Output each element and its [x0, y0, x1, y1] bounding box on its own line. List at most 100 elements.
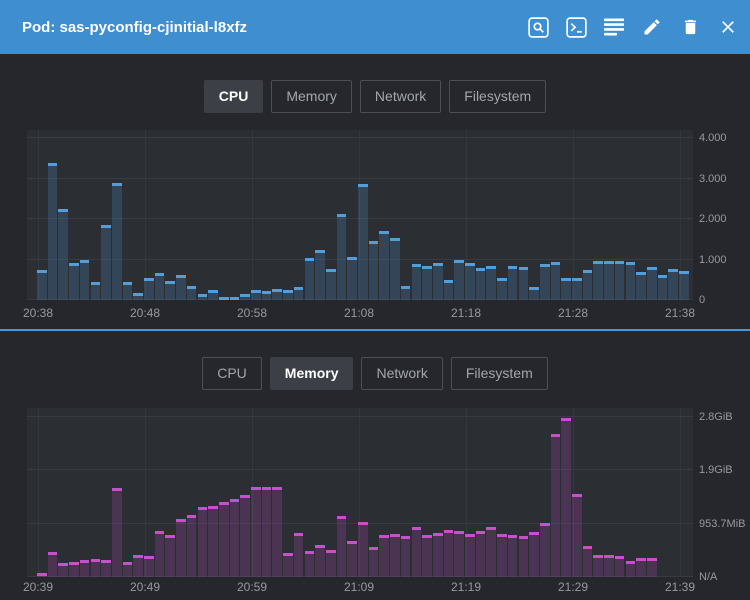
search-button[interactable] [526, 15, 550, 39]
cpu-bar [90, 281, 101, 300]
cpu-bar [144, 277, 154, 300]
cpu-bar [165, 280, 176, 300]
memory-bar [411, 526, 422, 577]
horizontal-gridline [27, 576, 693, 577]
memory-bar [614, 555, 625, 577]
memory-bar [539, 523, 550, 577]
memory-bar [218, 502, 229, 577]
memory-bar [507, 535, 518, 577]
cpu-bar [379, 231, 390, 300]
memory-bar [186, 515, 197, 577]
logs-icon [604, 18, 624, 36]
exec-shell-button[interactable] [564, 15, 588, 39]
vertical-gridline [573, 408, 574, 577]
memory-bar [432, 532, 443, 577]
memory-bar [208, 506, 218, 577]
cpu-bar [47, 162, 58, 300]
vertical-gridline [466, 408, 467, 577]
memory-chart[interactable] [27, 408, 693, 577]
vertical-gridline [359, 130, 360, 300]
memory-bar [165, 535, 176, 577]
x-axis-tick-label: 20:49 [129, 580, 161, 594]
window-header: Pod: sas-pyconfig-cjinitial-l8xfz [0, 0, 750, 54]
cpu-bar [154, 273, 165, 300]
memory-bar [400, 535, 411, 577]
y-axis-tick-label: 1.9GiB [699, 464, 733, 477]
memory-bar [272, 487, 283, 577]
memory-bar [422, 535, 432, 577]
memory-bar [368, 546, 379, 577]
tab-filesystem[interactable]: Filesystem [450, 357, 548, 390]
cpu-bar [539, 263, 550, 300]
x-axis-tick-label: 21:29 [557, 580, 589, 594]
tab-memory[interactable]: Memory [271, 80, 352, 113]
x-axis-tick-label: 20:59 [236, 580, 268, 594]
cpu-bar [668, 268, 678, 300]
memory-bar [69, 561, 79, 577]
cpu-bar [411, 263, 422, 300]
memory-bar [176, 519, 186, 577]
cpu-bar [336, 214, 347, 300]
memory-bar [529, 531, 539, 577]
memory-bar [572, 493, 582, 577]
cpu-bar [443, 279, 454, 300]
close-icon [718, 17, 738, 37]
cpu-bar [593, 260, 604, 300]
vertical-gridline [145, 130, 146, 300]
cpu-bar [176, 275, 186, 300]
header-actions [526, 15, 740, 39]
cpu-bar [251, 290, 261, 300]
memory-bar [550, 434, 561, 577]
memory-bar [58, 563, 69, 577]
x-axis-tick-label: 21:28 [557, 306, 589, 320]
cpu-bar [325, 269, 336, 300]
metric-tabs-memory-panel: CPU Memory Network Filesystem [0, 357, 750, 390]
x-axis-tick-label: 21:39 [664, 580, 696, 594]
tab-network[interactable]: Network [359, 80, 442, 113]
view-logs-button[interactable] [602, 15, 626, 39]
cpu-bar [625, 261, 636, 300]
vertical-gridline [359, 408, 360, 577]
memory-chart-y-axis: N/A 953.7MiB 1.9GiB 2.8GiB [699, 408, 750, 583]
tab-cpu[interactable]: CPU [202, 357, 262, 390]
memory-bar [325, 549, 336, 577]
cpu-bar [358, 183, 368, 300]
memory-bar [251, 487, 261, 577]
memory-chart-x-axis: 20:39 20:49 20:59 21:09 21:19 21:29 21:39 [23, 580, 696, 596]
memory-bar [240, 494, 250, 577]
cpu-chart[interactable] [27, 130, 693, 300]
cpu-bar [679, 270, 689, 300]
tab-network[interactable]: Network [361, 357, 443, 390]
y-axis-tick-label: N/A [699, 571, 718, 583]
memory-bar [582, 545, 593, 577]
y-axis-tick-label: 1.000 [699, 253, 727, 266]
cpu-bar [240, 293, 250, 300]
tab-memory[interactable]: Memory [269, 357, 354, 390]
memory-bar [293, 532, 304, 577]
cpu-bar [218, 296, 229, 300]
cpu-metrics-panel: CPU Memory Network Filesystem 0 1.000 2.000 3.… [0, 54, 750, 331]
memory-bar [101, 559, 111, 577]
memory-bar [518, 535, 529, 577]
cpu-bar [497, 277, 507, 300]
memory-bar [358, 522, 368, 577]
memory-bar [561, 418, 571, 577]
edit-button[interactable] [640, 15, 664, 39]
delete-button[interactable] [678, 15, 702, 39]
horizontal-gridline [27, 258, 693, 260]
cpu-bar [79, 259, 90, 300]
memory-bar [475, 530, 486, 577]
tab-cpu[interactable]: CPU [203, 80, 264, 113]
y-axis-tick-label: 2.000 [699, 213, 727, 226]
x-axis-tick-label: 21:09 [343, 580, 375, 594]
tab-filesystem[interactable]: Filesystem [449, 80, 547, 113]
memory-bar [646, 558, 657, 577]
y-axis-tick-label: 3.000 [699, 172, 727, 185]
horizontal-gridline [27, 469, 693, 471]
close-button[interactable] [716, 15, 740, 39]
memory-bar [347, 540, 357, 577]
vertical-gridline [38, 130, 39, 300]
cpu-bar [390, 238, 400, 300]
horizontal-gridline [27, 415, 693, 417]
memory-bar [336, 516, 347, 577]
